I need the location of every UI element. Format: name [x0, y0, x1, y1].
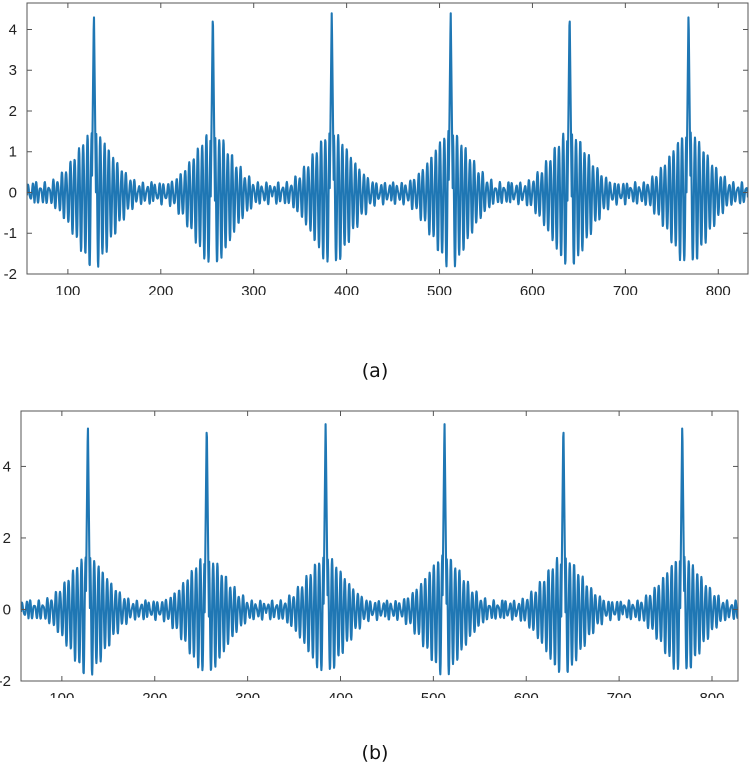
chart-a: 100 200 300 400 500 600 700 800 -2 -1 0 1 2 3 4: [4, 2, 749, 295]
x-tick-label: 300: [241, 283, 266, 295]
x-tick-label: 200: [142, 690, 167, 698]
y-tick-label: 0: [3, 601, 11, 618]
y-tick-label: 2: [3, 530, 11, 547]
y-tick-label: 2: [9, 103, 17, 120]
x-tick-label: 600: [520, 283, 545, 295]
x-tick-label: 500: [421, 690, 446, 698]
y-tick-label: -2: [0, 673, 11, 690]
x-tick-label: 400: [328, 690, 353, 698]
plot-frame: [26, 2, 749, 275]
chart-panel-a: 100 200 300 400 500 600 700 800 -2 -1 0 1 2 3 4: [0, 0, 750, 295]
y-tick-label: 0: [9, 184, 17, 201]
y-tick-label: -1: [4, 225, 17, 242]
x-tick-label: 600: [514, 690, 539, 698]
x-tick-label: 300: [235, 690, 260, 698]
x-tick-label: 800: [699, 690, 724, 698]
x-tick-label: 700: [607, 690, 632, 698]
y-tick-label: 1: [9, 144, 17, 161]
y-tick-label: 4: [3, 458, 11, 475]
y-tick-label: 4: [9, 21, 17, 38]
y-tick-label: -2: [4, 266, 17, 283]
x-tick-label: 400: [334, 283, 359, 295]
plot-frame: [20, 410, 739, 682]
caption-b: (b): [361, 742, 389, 764]
x-tick-label: 700: [613, 283, 638, 295]
chart-panel-b: 100 200 300 400 500 600 700 800 -2 0 2 4: [0, 408, 750, 698]
series-line: [27, 12, 748, 268]
y-tick-label: 3: [9, 62, 17, 79]
caption-a: (a): [361, 360, 389, 382]
series-line: [21, 423, 738, 676]
x-tick-label: 100: [55, 283, 80, 295]
chart-b: 100 200 300 400 500 600 700 800 -2 0 2 4: [0, 410, 739, 698]
x-tick-label: 200: [148, 283, 173, 295]
x-tick-label: 500: [427, 283, 452, 295]
x-tick-label: 800: [706, 283, 731, 295]
x-tick-label: 100: [49, 690, 74, 698]
